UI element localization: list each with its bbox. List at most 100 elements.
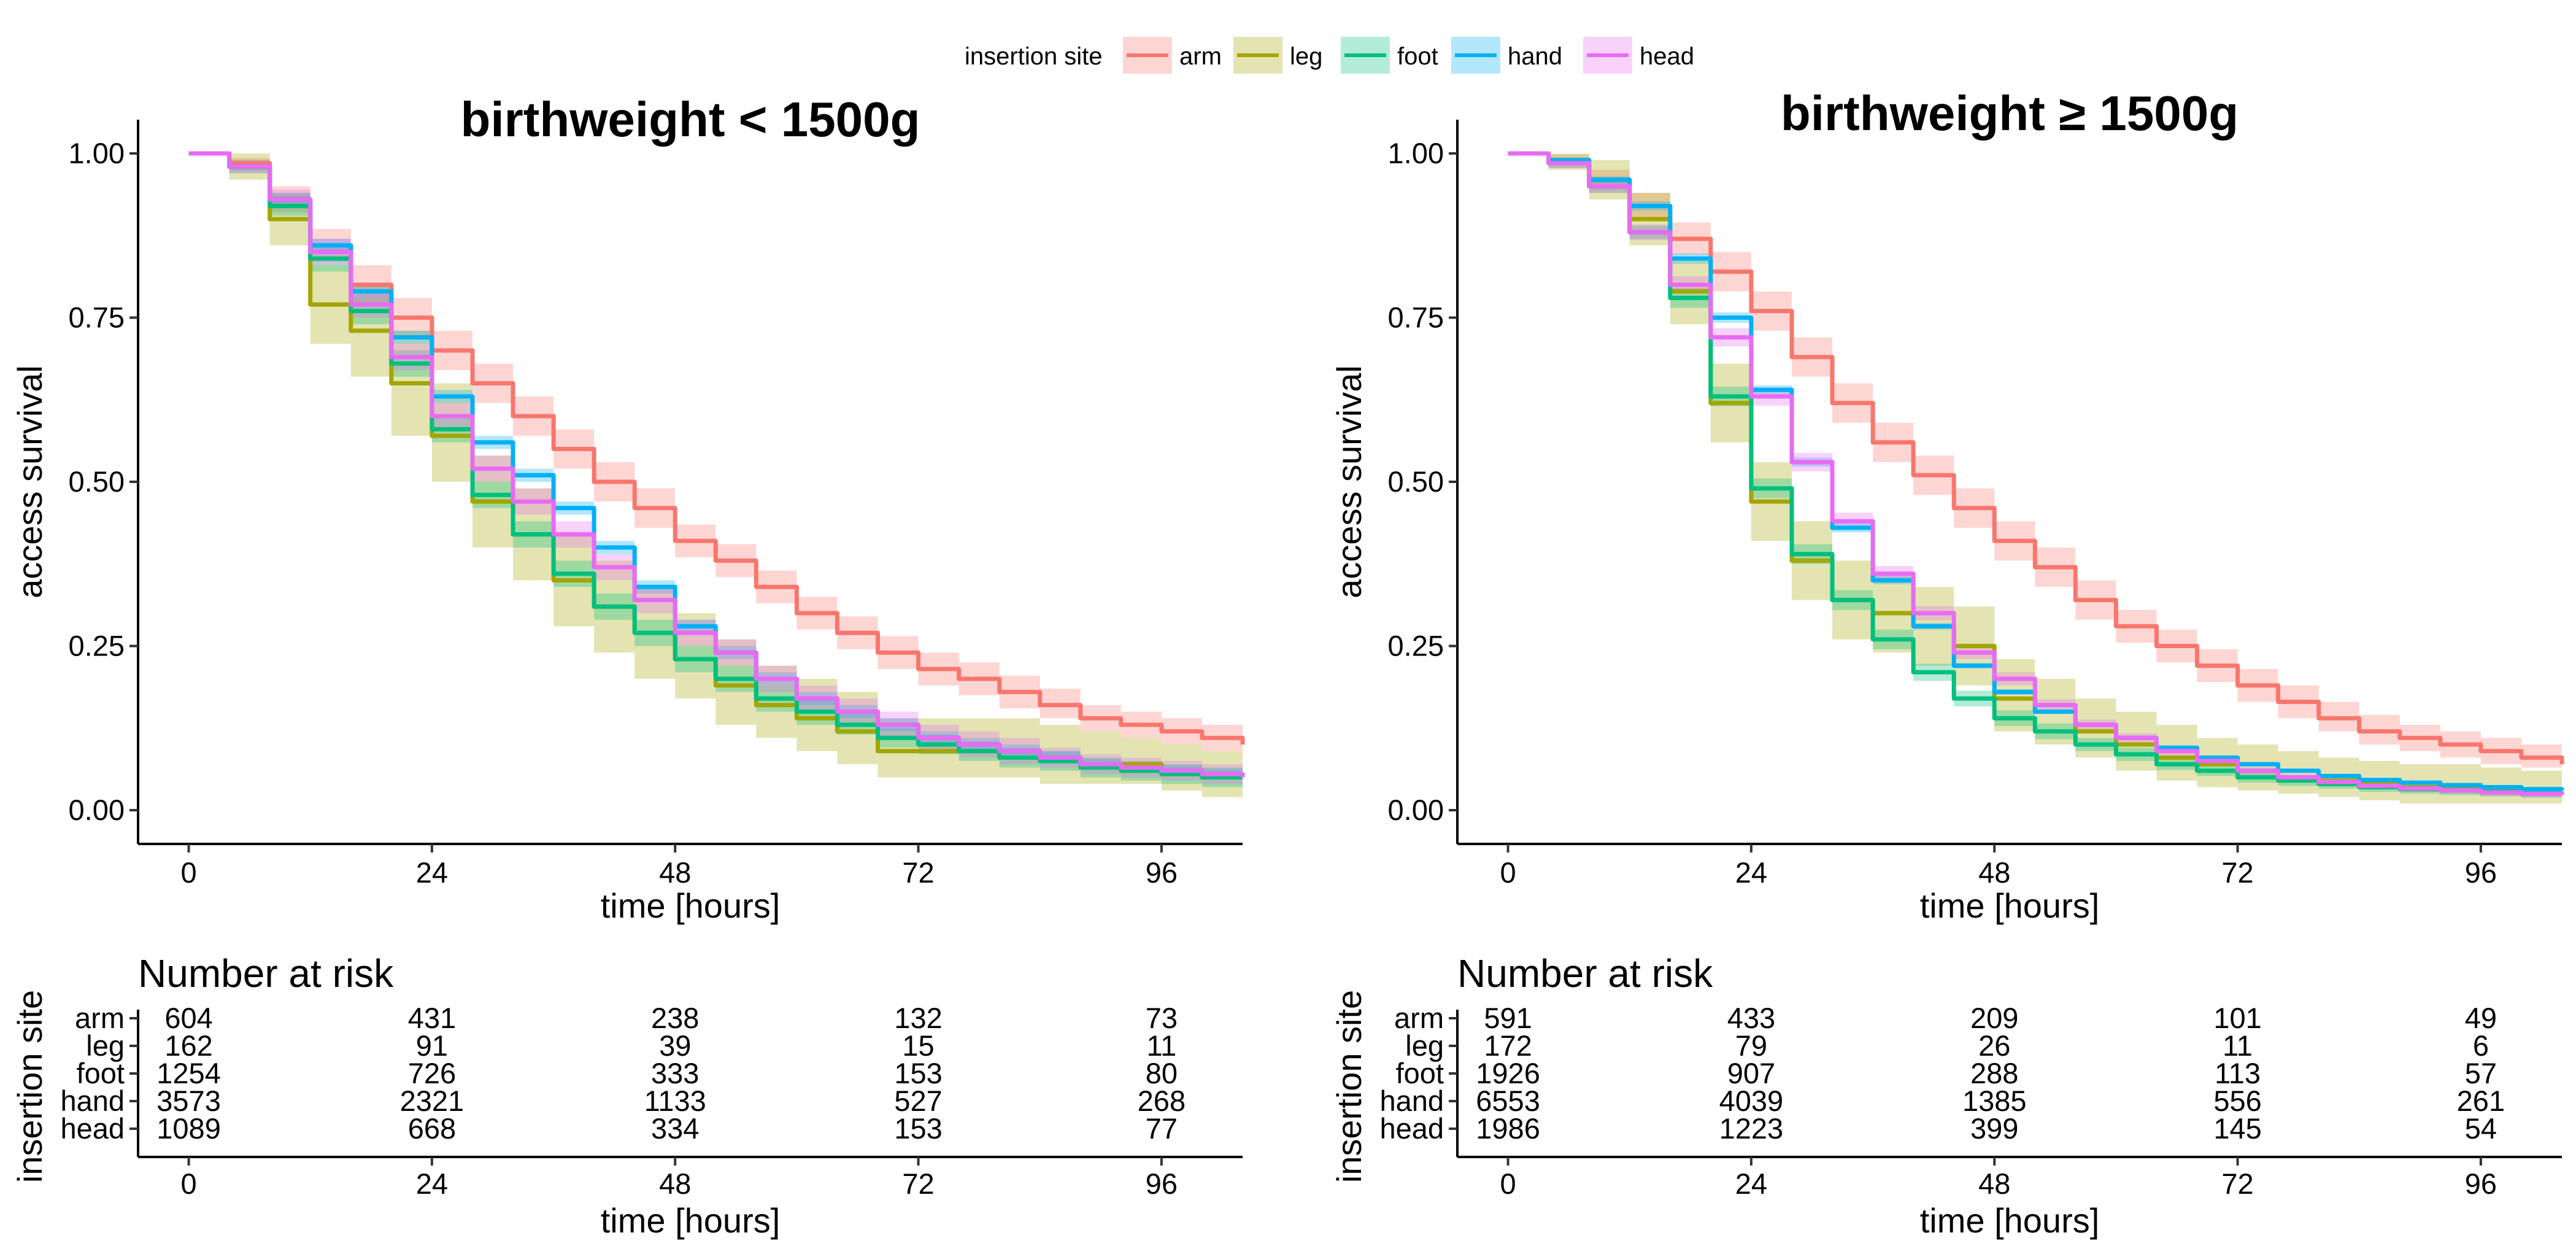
risk-count: 6 [2473,1029,2489,1062]
risk-count: 268 [1138,1085,1186,1117]
risk-count: 113 [2215,1057,2261,1089]
y-tick-label: 0.75 [1388,301,1444,334]
y-tick-label: 0.50 [69,465,125,498]
risk-row-label-hand: hand [1379,1085,1444,1117]
risk-row-label-leg: leg [86,1029,125,1062]
risk-y-axis-title-right: insertion site [1330,990,1368,1183]
confidence-band-arm [1508,153,2562,775]
y-tick-label: 1.00 [1388,137,1444,169]
risk-row-label-head: head [1379,1112,1444,1145]
risk-x-tick-label: 48 [1978,1167,2010,1200]
survival-line-head [188,151,1245,778]
risk-count: 238 [651,1002,699,1034]
risk-count: 79 [1735,1029,1767,1062]
risk-count: 1926 [1476,1057,1540,1089]
x-tick-label: 96 [1146,856,1178,889]
legend-label-head: head [1640,43,1694,70]
risk-y-axis-title-left: insertion site [10,990,49,1183]
y-axis-title-right: access survival [1330,365,1368,598]
risk-count: 54 [2465,1112,2497,1145]
x-tick-label: 24 [416,856,448,889]
risk-count: 77 [1146,1112,1178,1145]
legend-key-foot: foot [1341,37,1438,74]
risk-count: 26 [1978,1029,2010,1062]
legend-title: insertion site [965,43,1103,70]
risk-count: 726 [408,1057,456,1089]
legend-key-hand: hand [1451,37,1562,74]
risk-count: 132 [894,1002,942,1034]
x-tick-label: 24 [1735,856,1767,889]
legend: insertion site arm leg foot hand head [965,37,1694,74]
risk-count: 1986 [1476,1112,1540,1145]
survival-plot-right: 0.00 0.25 0.50 0.75 1.00 0 24 48 72 96 [1388,120,2564,889]
risk-row-label-arm: arm [1394,1002,1444,1034]
panel-title-right: birthweight ≥ 1500g [1781,86,2239,141]
risk-count: 604 [164,1002,212,1034]
risk-count: 333 [651,1057,699,1089]
survival-line-arm [188,151,1245,745]
risk-count: 591 [1484,1002,1532,1034]
survival-line-head [1508,151,2564,796]
risk-x-axis-title-right: time [hours] [1920,1201,2100,1240]
x-axis-title-right: time [hours] [1920,886,2100,925]
legend-label-leg: leg [1290,43,1322,70]
risk-count: 399 [1970,1112,2018,1145]
risk-x-axis-title-left: time [hours] [601,1201,781,1240]
x-tick-label: 48 [1978,856,2010,889]
risk-count: 209 [1970,1002,2018,1034]
risk-count: 153 [894,1057,942,1089]
y-tick-label: 0.75 [69,301,125,334]
risk-count: 556 [2213,1085,2261,1117]
risk-x-tick-label: 96 [2465,1167,2497,1200]
risk-x-tick-label: 24 [416,1167,448,1200]
risk-x-tick-label: 96 [1146,1167,1178,1200]
legend-key-head: head [1583,37,1694,74]
panel-title-left: birthweight < 1500g [460,92,920,147]
y-tick-label: 0.00 [69,794,125,826]
risk-count: 15 [902,1029,934,1062]
risk-count: 57 [2465,1057,2497,1089]
x-tick-label: 96 [2465,856,2497,889]
risk-count: 153 [894,1112,942,1145]
legend-label-foot: foot [1397,43,1438,70]
risk-count: 2321 [400,1085,465,1117]
legend-key-arm: arm [1123,37,1222,74]
risk-row-label-foot: foot [1396,1057,1444,1089]
x-axis-title-left: time [hours] [601,886,781,925]
risk-count: 73 [1146,1002,1178,1034]
risk-x-tick-label: 0 [180,1167,196,1200]
risk-row-label-foot: foot [77,1057,125,1089]
risk-x-tick-label: 48 [659,1167,691,1200]
confidence-band-hand [188,153,1243,783]
risk-count: 80 [1146,1057,1178,1089]
risk-count: 1254 [156,1057,221,1089]
y-tick-label: 1.00 [69,137,125,169]
risk-count: 162 [164,1029,212,1062]
risk-count: 1089 [156,1112,221,1145]
survival-line-hand [1508,151,2564,792]
risk-count: 288 [1970,1057,2018,1089]
risk-row-label-head: head [60,1112,125,1145]
legend-label-arm: arm [1179,43,1222,70]
risk-count: 1385 [1962,1085,2027,1117]
risk-count: 4039 [1719,1085,1784,1117]
x-tick-label: 0 [180,856,196,889]
risk-count: 433 [1727,1002,1775,1034]
risk-count: 1223 [1719,1112,1784,1145]
y-tick-label: 0.50 [1388,465,1444,498]
risk-count: 334 [651,1112,699,1145]
risk-row-label-arm: arm [75,1002,125,1034]
x-tick-label: 72 [902,856,934,889]
y-tick-label: 0.25 [69,630,125,662]
risk-table-title-left: Number at risk [138,951,394,996]
risk-count: 527 [894,1085,942,1117]
risk-count: 91 [416,1029,448,1062]
risk-table-title-right: Number at risk [1457,951,1713,996]
risk-row-label-hand: hand [60,1085,125,1117]
risk-count: 3573 [156,1085,221,1117]
risk-x-tick-label: 72 [2221,1167,2253,1200]
legend-label-hand: hand [1508,43,1562,70]
x-tick-label: 72 [2221,856,2253,889]
confidence-band-leg [1508,153,2562,804]
